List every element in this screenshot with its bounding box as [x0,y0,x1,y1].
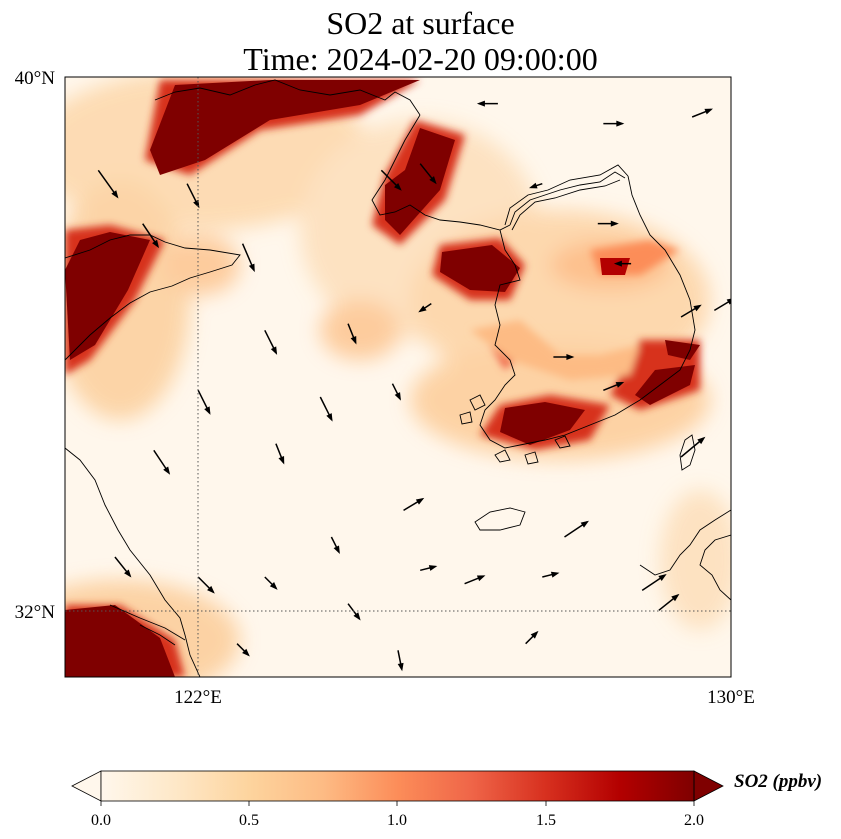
lat-tick-40n: 40°N [15,68,56,89]
lon-tick-130e: 130°E [707,687,755,708]
so2-field [65,77,731,677]
colorbar: 0.0 0.5 1.0 1.5 2.0 SO2 (ppbv) [71,770,822,829]
bohai-coast [154,79,421,116]
lat-tick-32n: 32°N [15,602,56,623]
colorbar-tick-3: 1.5 [536,812,556,829]
wind-arrow [476,100,498,107]
colorbar-label: SO2 (ppbv) [734,771,822,792]
korea-west-coast [479,175,696,449]
wind-arrow [691,108,714,118]
jeju-island [474,507,526,531]
colorbar-tick-4: 2.0 [684,812,704,829]
wind-arrow [529,182,543,189]
so2-hotspots [65,80,700,677]
wind-arrow [236,643,250,657]
china-east-coast [65,447,201,677]
gridlines [65,77,731,677]
wind-arrow [597,220,619,227]
wind-arrow [464,575,486,585]
wind-arrow [197,576,215,594]
colorbar-tick-0: 0.0 [91,812,111,829]
liaodong-coast [371,114,511,231]
colorbar-outline [100,770,695,802]
tsushima-island [679,434,696,471]
wind-arrow [553,354,575,360]
wind-arrow [114,556,132,578]
colorbar-extend-low [71,770,102,802]
wind-arrow [153,449,171,475]
lon-tick-122e: 122°E [174,687,222,708]
wind-arrow [613,260,632,267]
wind-arrow [680,304,702,318]
kyushu-coast [639,509,731,601]
wind-arrow [641,574,667,591]
wind-arrow [418,303,432,313]
wind-arrow [542,571,560,578]
colorbar-gradient [101,771,694,801]
wind-arrow [603,120,625,127]
colorbar-tick-1: 0.5 [239,812,259,829]
shandong-coast [65,234,241,361]
wind-arrow [264,329,278,355]
wind-arrow [713,298,731,311]
wind-arrow [658,593,680,611]
wind-arrow [680,436,706,458]
yalu-river [504,164,629,231]
coastlines [65,79,731,677]
wind-arrow [525,630,539,645]
wind-arrow [275,443,285,465]
wind-arrow [403,497,425,511]
map-title: SO2 at surface [326,5,515,41]
wind-vectors [97,100,731,672]
wind-arrow [319,396,333,422]
wind-arrow [97,169,119,199]
wind-arrow [330,536,340,554]
wind-arrow [603,381,625,392]
yalu-coast [509,171,626,226]
map-subtitle: Time: 2024-02-20 09:00:00 [243,41,598,77]
wind-arrow [380,169,402,191]
wind-arrow [564,520,589,538]
korea-south-islands [459,394,571,465]
wind-arrow [419,163,437,185]
map-frame [64,76,732,678]
wind-arrow [391,383,401,401]
wind-arrow [142,223,160,249]
wind-arrow [347,323,357,345]
wind-arrow [197,389,211,415]
colorbar-extend-high [693,770,724,802]
wind-arrow [420,565,438,572]
colorbar-tick-2: 1.0 [387,812,407,829]
wind-arrow [397,650,404,672]
wind-arrow [264,576,278,590]
wind-arrow [241,243,255,273]
